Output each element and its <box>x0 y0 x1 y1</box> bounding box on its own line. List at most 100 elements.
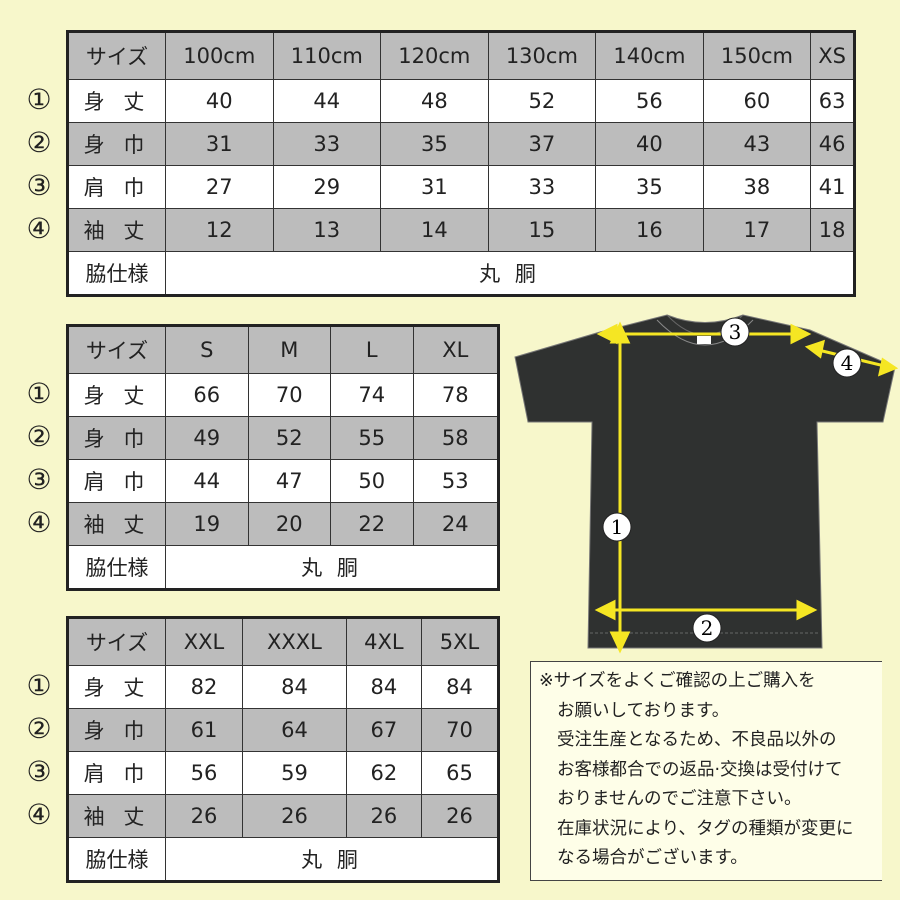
table-cell: 84 <box>420 665 500 709</box>
table-cell: 43 <box>702 122 812 166</box>
table-cell: 70 <box>420 708 500 752</box>
table-row: 袖 丈 19 20 22 24 <box>67 502 499 546</box>
table-cell: 27 <box>165 165 274 209</box>
size-table-2: サイズ S M L XL 身 丈 66 70 74 78 身 巾 49 52 55 58 肩 巾 44 47 50 5… <box>66 324 500 591</box>
size-column-header: 150cm <box>702 31 812 80</box>
size-column-header: XXL <box>164 617 244 666</box>
row-label: 肩 巾 <box>67 459 166 503</box>
marker-2-icon <box>692 613 722 643</box>
size-column-header: 4XL <box>345 617 422 666</box>
side-spec-row: 脇仕様丸 胴 <box>67 545 499 590</box>
table-cell: 67 <box>345 708 422 752</box>
row-label: 身 巾 <box>67 122 166 166</box>
size-table-3: サイズ XXL XXXL 4XL 5XL 身 丈 82 84 84 84 身 巾 61 64 67 70 肩 … <box>66 616 500 883</box>
notice-line: なる場合がございます。 <box>557 848 748 868</box>
row-marker: ③ <box>26 755 52 788</box>
table-cell: 35 <box>380 122 489 166</box>
table-cell: 60 <box>702 79 812 123</box>
table-cell: 44 <box>165 459 249 503</box>
table-row: 身 巾 61 64 67 70 <box>67 708 500 752</box>
table-cell: 33 <box>272 122 382 166</box>
row-marker: ④ <box>26 506 52 539</box>
side-spec-label: 脇仕様 <box>67 251 166 296</box>
size-column-header: XL <box>412 325 499 374</box>
table-cell: 40 <box>595 122 704 166</box>
marker-3-icon <box>720 317 750 347</box>
table-cell: 58 <box>412 416 499 460</box>
tshirt-diagram: 3 1 2 4 <box>514 314 899 654</box>
row-label: 肩 巾 <box>67 751 166 795</box>
row-label: 身 丈 <box>67 373 166 417</box>
table-cell: 64 <box>242 708 347 752</box>
row-label: 身 巾 <box>67 708 166 752</box>
table-cell: 56 <box>595 79 704 123</box>
size-header-label: サイズ <box>67 617 166 666</box>
table-cell: 17 <box>702 208 812 252</box>
table-cell: 56 <box>164 751 244 795</box>
marker-1-icon <box>602 512 632 542</box>
table-cell: 12 <box>165 208 274 252</box>
row-marker: ② <box>26 126 52 159</box>
marker-4-icon <box>832 348 862 378</box>
side-spec-label: 脇仕様 <box>67 837 166 882</box>
notice-line: お客様都合での返品·交換は受付けて <box>557 759 843 780</box>
size-column-header: L <box>330 325 414 374</box>
row-marker: ① <box>26 83 52 116</box>
table-cell: 22 <box>330 502 414 546</box>
notice-line: おりませんのでご注意下さい。 <box>557 789 802 809</box>
table-cell: 19 <box>165 502 249 546</box>
row-label: 袖 丈 <box>67 502 166 546</box>
notice-line: ※サイズをよくご確認の上ご購入を <box>539 671 816 691</box>
row-marker: ② <box>26 420 52 453</box>
marker-1: 1 <box>611 515 624 539</box>
table-row: 袖 丈 26 26 26 26 <box>67 794 500 838</box>
table-cell: 35 <box>595 165 704 209</box>
table-cell: 61 <box>164 708 244 752</box>
table-cell: 40 <box>165 79 274 123</box>
table-row: 身 丈 40 44 48 52 56 60 63 <box>67 79 855 123</box>
table-row: 肩 巾 56 59 62 65 <box>67 751 500 795</box>
table-cell: 55 <box>330 416 414 460</box>
table-cell: 53 <box>412 459 499 503</box>
table-cell: 46 <box>810 122 855 166</box>
table-cell: 70 <box>247 373 331 417</box>
table-cell: 31 <box>380 165 489 209</box>
table-cell: 44 <box>272 79 382 123</box>
side-spec-value: 丸 胴 <box>165 545 499 590</box>
table-cell: 26 <box>242 794 347 838</box>
table-cell: 62 <box>345 751 422 795</box>
side-spec-label: 脇仕様 <box>67 545 166 590</box>
table-row: 身 丈 66 70 74 78 <box>67 373 499 417</box>
size-header-label: サイズ <box>67 31 166 80</box>
table-cell: 13 <box>272 208 382 252</box>
size-column-header: 140cm <box>595 31 704 80</box>
row-marker: ④ <box>26 212 52 245</box>
table-row: 身 巾 49 52 55 58 <box>67 416 499 460</box>
table-cell: 26 <box>345 794 422 838</box>
notice-line: 受注生産となるため、不良品以外の <box>557 730 837 750</box>
row-marker: ④ <box>26 798 52 831</box>
table-cell: 50 <box>330 459 414 503</box>
table-cell: 38 <box>702 165 812 209</box>
size-column-header: 110cm <box>272 31 382 80</box>
row-label: 身 巾 <box>67 416 166 460</box>
row-marker: ② <box>26 712 52 745</box>
table-cell: 63 <box>810 79 855 123</box>
row-label: 袖 丈 <box>67 794 166 838</box>
table-cell: 84 <box>242 665 347 709</box>
table-cell: 31 <box>165 122 274 166</box>
side-spec-value: 丸 胴 <box>165 251 855 296</box>
size-header-label: サイズ <box>67 325 166 374</box>
table-cell: 84 <box>345 665 422 709</box>
header-row: サイズ XXL XXXL 4XL 5XL <box>67 617 500 666</box>
notice-line: お願いしております。 <box>557 700 730 721</box>
table-cell: 24 <box>412 502 499 546</box>
row-label: 袖 丈 <box>67 208 166 252</box>
table-cell: 74 <box>330 373 414 417</box>
table-cell: 47 <box>247 459 331 503</box>
row-label: 肩 巾 <box>67 165 166 209</box>
table-cell: 82 <box>164 665 244 709</box>
notice-line: 在庫状況により、タグの種類が変更に <box>557 818 854 839</box>
table-cell: 26 <box>420 794 500 838</box>
size-column-header: S <box>165 325 249 374</box>
